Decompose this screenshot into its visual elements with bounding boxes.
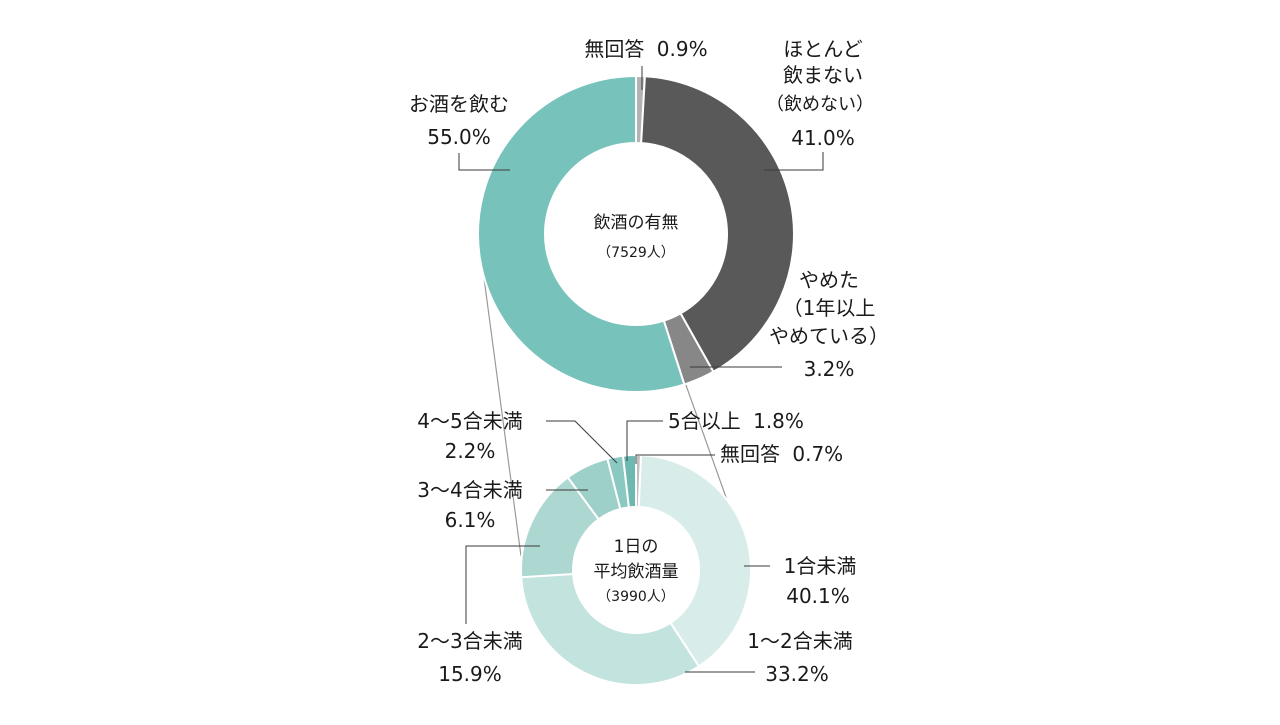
- top-label-no-answer-text: 無回答: [584, 37, 644, 61]
- top-donut-slice-1: [640, 75, 795, 374]
- top-leader-rarely-drink: [764, 152, 824, 171]
- svg-text:無回答 0.7%: 無回答 0.7%: [720, 442, 843, 466]
- top-label-quit-line-2: （1年以上: [783, 296, 876, 320]
- donut-connectors: [483, 277, 728, 557]
- bottom-label-under-1go-value: 40.1%: [786, 584, 850, 608]
- connector-right: [681, 373, 728, 501]
- top-label-quit-line-3: やめている）: [769, 324, 889, 348]
- top-label-rarely-drink-line-3: （飲めない）: [766, 94, 874, 115]
- top-donut-slice-3: [477, 74, 686, 393]
- bottom-label-5go-plus-text: 5合以上: [668, 409, 741, 433]
- top-label-drink-value: 55.0%: [427, 125, 491, 149]
- bottom-center-title-line-1: 1日の: [614, 537, 659, 557]
- bottom-center-title-line-2: 平均飲酒量: [594, 562, 679, 582]
- connector-left: [483, 277, 522, 557]
- top-center-subtitle: （7529人）: [597, 245, 675, 261]
- bottom-label-no-answer: 無回答 0.7%: [635, 442, 843, 466]
- bottom-label-5go-plus: 5合以上 1.8%: [626, 409, 804, 461]
- top-donut-center: 飲酒の有無 （7529人）: [594, 213, 679, 261]
- bottom-leader-2-3go: [465, 545, 540, 624]
- bottom-label-under-1go: 1合未満 40.1%: [744, 554, 856, 608]
- bottom-center-subtitle: （3990人）: [597, 589, 675, 605]
- bottom-label-2-3go: 2〜3合未満 15.9%: [417, 545, 540, 686]
- top-label-rarely-drink-line-1: ほとんど: [783, 37, 862, 61]
- top-label-drink: お酒を飲む 55.0%: [409, 92, 510, 171]
- bottom-leader-no-answer: [635, 454, 715, 464]
- bottom-label-no-answer-value: 0.7%: [792, 442, 843, 466]
- svg-text:5合以上 1.8%: 5合以上 1.8%: [668, 409, 804, 433]
- bottom-donut-center: 1日の 平均飲酒量 （3990人）: [594, 537, 679, 605]
- bottom-label-3-4go-text: 3〜4合未満: [417, 478, 522, 502]
- bottom-label-4-5go-value: 2.2%: [445, 439, 496, 463]
- bottom-donut-slice-1: [637, 454, 752, 668]
- bottom-label-no-answer-text: 無回答: [720, 442, 780, 466]
- bottom-label-2-3go-text: 2〜3合未満: [417, 629, 522, 653]
- bottom-leader-5go-plus: [626, 420, 663, 461]
- bottom-donut-slice-2: [520, 572, 701, 686]
- bottom-label-1-2go-text: 1〜2合未満: [747, 629, 852, 653]
- bottom-label-under-1go-text: 1合未満: [784, 554, 857, 578]
- top-center-title: 飲酒の有無: [594, 213, 679, 233]
- top-label-quit-line-1: やめた: [799, 268, 859, 292]
- top-donut-slices: [477, 74, 795, 393]
- svg-text:無回答 0.9%: 無回答 0.9%: [584, 37, 707, 61]
- bottom-label-1-2go-value: 33.2%: [765, 662, 829, 686]
- bottom-label-5go-plus-value: 1.8%: [753, 409, 804, 433]
- top-label-no-answer: 無回答 0.9%: [584, 37, 708, 90]
- bottom-leader-4-5go: [546, 420, 618, 464]
- bottom-label-4-5go-text: 4〜5合未満: [417, 409, 522, 433]
- bottom-label-1-2go: 1〜2合未満 33.2%: [685, 629, 853, 686]
- bottom-label-3-4go: 3〜4合未満 6.1%: [417, 478, 588, 532]
- top-label-quit-value: 3.2%: [804, 357, 855, 381]
- top-leader-drink: [458, 153, 510, 171]
- top-label-quit: やめた （1年以上 やめている） 3.2%: [690, 268, 889, 381]
- top-label-rarely-drink-line-2: 飲まない: [783, 63, 863, 87]
- top-label-drink-text: お酒を飲む: [409, 92, 509, 116]
- top-label-rarely-drink: ほとんど 飲まない （飲めない） 41.0%: [764, 37, 874, 171]
- bottom-donut-slices: [520, 453, 752, 686]
- top-label-rarely-drink-value: 41.0%: [791, 126, 855, 150]
- bottom-label-2-3go-value: 15.9%: [438, 662, 502, 686]
- top-label-no-answer-value: 0.9%: [657, 37, 708, 61]
- bottom-label-3-4go-value: 6.1%: [445, 508, 496, 532]
- bottom-label-4-5go: 4〜5合未満 2.2%: [417, 409, 618, 464]
